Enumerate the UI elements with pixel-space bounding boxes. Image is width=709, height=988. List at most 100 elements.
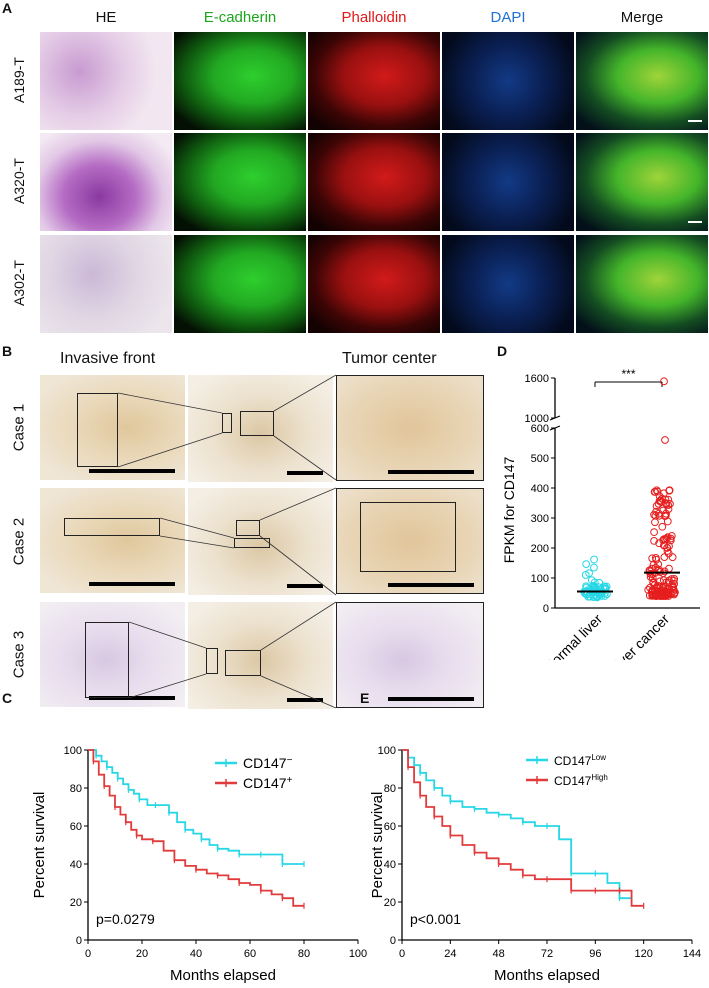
y-tick-label: 80 (384, 783, 396, 795)
inset-box (234, 538, 270, 548)
data-point (586, 592, 595, 601)
micrograph-phalloidin (308, 133, 440, 231)
micrograph-e-cadherin (174, 235, 306, 333)
scale-bar (287, 698, 323, 702)
data-point (667, 532, 676, 540)
inset-box (336, 488, 484, 594)
y-axis-label: Percent survival (370, 792, 386, 899)
panel-label-a: A (2, 0, 13, 16)
scale-bar (688, 120, 702, 122)
y-tick-label: 40 (384, 859, 396, 871)
data-point (656, 496, 665, 505)
micrograph-e-cadherin (174, 32, 306, 130)
scale-bar (688, 221, 702, 223)
x-tick-label: 96 (589, 948, 601, 960)
panel-a-row-label: A320-T (11, 158, 27, 204)
y-tick-label: 80 (70, 783, 82, 795)
data-point (590, 578, 599, 587)
data-point (662, 500, 671, 508)
micrograph-merge (576, 32, 708, 130)
panel-a-header-2: Phalloidin (341, 9, 407, 26)
invasive-front-image (40, 602, 185, 707)
data-point (658, 494, 666, 503)
micrograph-phalloidin (308, 32, 440, 130)
tumor-center-image (336, 375, 484, 481)
y-tick-label: 400 (531, 483, 549, 495)
panel-label-b: B (2, 343, 13, 359)
x-axis-label: Months elapsed (170, 967, 276, 984)
inset-box (85, 622, 129, 698)
data-point (663, 517, 672, 526)
data-point (646, 569, 655, 578)
tumor-center-heading: Tumor center (342, 350, 437, 367)
data-point (650, 510, 658, 519)
micrograph-dapi (442, 133, 574, 231)
x-category-label: Liver cancer (607, 611, 672, 660)
panel-label-e: E (360, 690, 370, 706)
inset-box (236, 520, 260, 536)
x-tick-label: 60 (244, 948, 256, 960)
panel-a-header-4: Merge (620, 9, 664, 26)
data-point (650, 537, 658, 545)
micrograph-merge (576, 235, 708, 333)
x-tick-label: 0 (399, 948, 405, 960)
scale-bar (287, 471, 323, 475)
data-point (652, 555, 661, 564)
x-tick-label: 0 (85, 948, 91, 960)
y-tick-label: 0 (76, 935, 82, 947)
data-point (652, 502, 661, 510)
data-point (657, 591, 666, 599)
data-point (656, 577, 664, 586)
data-point (653, 487, 662, 496)
panel-label-d: D (497, 343, 508, 359)
y-tick-label: 20 (384, 897, 396, 909)
y-tick-label: 0 (543, 603, 549, 615)
panel-b-row-label: Case 3 (10, 630, 28, 679)
x-axis-label: Months elapsed (494, 967, 600, 984)
y-tick-label: 600 (531, 423, 549, 435)
panel-a-header-0: HE (95, 9, 117, 26)
data-point (581, 571, 590, 579)
y-tick-label: 1600 (525, 373, 549, 385)
survival-curve (402, 749, 644, 907)
inset-box (240, 411, 274, 436)
survival-chart-c: 0 20 40 60 80 100 0 20 40 60 80 100 Percent survival… (31, 745, 367, 984)
x-tick-label: 20 (136, 948, 148, 960)
inset-box (77, 393, 118, 467)
x-tick-label: 144 (683, 948, 701, 960)
legend-label: CD147− (243, 755, 293, 771)
micrograph-he (40, 133, 172, 231)
y-tick-label: 0 (390, 935, 396, 947)
data-point (665, 576, 673, 585)
x-tick-label: 24 (444, 948, 456, 960)
data-point (663, 543, 672, 552)
scale-bar (388, 470, 474, 474)
inset-box (336, 602, 484, 708)
x-tick-label: 40 (190, 948, 202, 960)
inset-box (360, 502, 456, 572)
survival-curve (402, 749, 632, 900)
data-point (661, 436, 669, 444)
scale-bar (388, 697, 474, 701)
y-tick-label: 500 (531, 453, 549, 465)
tumor-center-image (336, 602, 484, 708)
data-point (660, 553, 669, 562)
data-point (650, 487, 659, 496)
legend-label: CD147+ (243, 775, 293, 791)
inset-box (222, 413, 232, 433)
data-point (660, 377, 668, 386)
y-axis-label: FPKM for CD147 (501, 456, 517, 563)
data-point (597, 585, 605, 594)
data-point (651, 563, 660, 572)
data-point (668, 553, 677, 562)
panel-label-c: C (2, 690, 13, 706)
inset-box (206, 648, 218, 674)
survival-curve (88, 749, 304, 865)
overview-image (188, 375, 333, 482)
p-value-annotation: p=0.0279 (96, 911, 155, 927)
micrograph-dapi (442, 32, 574, 130)
y-tick-label: 60 (70, 821, 82, 833)
micrograph-he (40, 235, 172, 333)
overview-image (188, 488, 333, 595)
